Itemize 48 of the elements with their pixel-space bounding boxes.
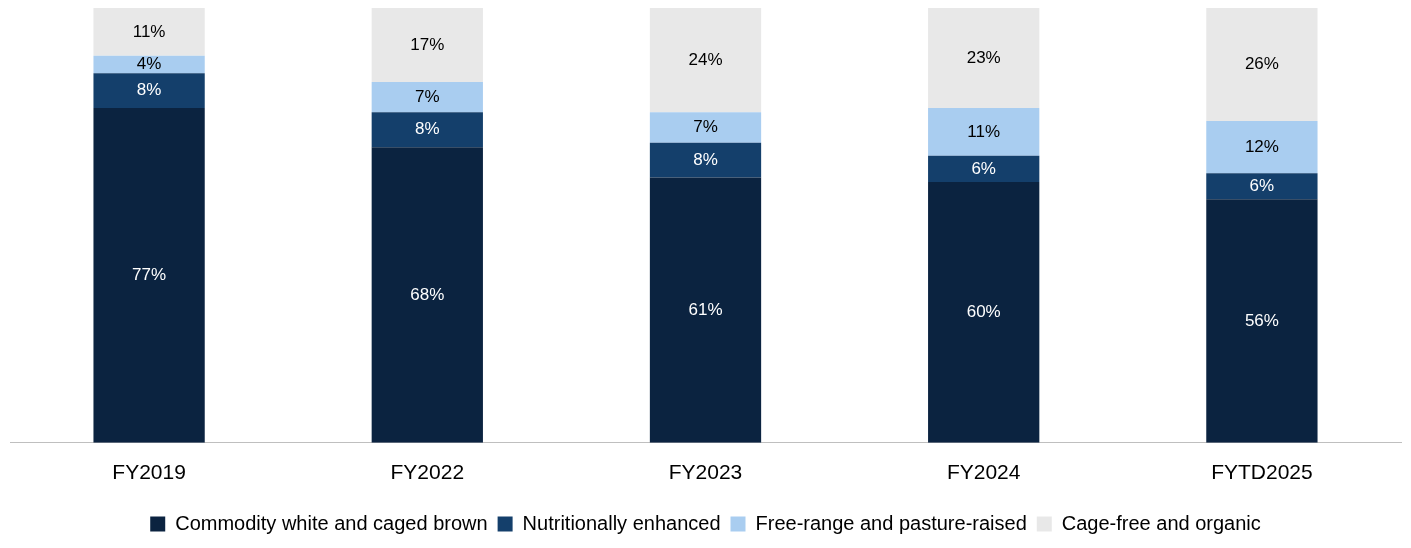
bar bbox=[93, 8, 205, 56]
data-label: 68% bbox=[410, 284, 445, 304]
data-label: 26% bbox=[1244, 54, 1279, 74]
legend-label: Cage-free and organic bbox=[1061, 511, 1261, 534]
x-tick-label: FY2024 bbox=[946, 460, 1021, 484]
data-label: 7% bbox=[693, 117, 718, 137]
bar bbox=[93, 108, 205, 443]
data-label: 77% bbox=[132, 265, 167, 285]
x-tick-label: FY2023 bbox=[668, 460, 743, 484]
legend-label: Free-range and pasture-raised bbox=[755, 511, 1027, 534]
legend-label: Commodity white and caged brown bbox=[175, 511, 488, 534]
data-label: 8% bbox=[693, 149, 718, 169]
bar bbox=[649, 142, 762, 178]
data-label: 12% bbox=[1244, 136, 1279, 156]
data-label: 61% bbox=[688, 299, 723, 319]
bar bbox=[649, 8, 762, 113]
data-label: 7% bbox=[415, 86, 440, 106]
legend-label: Nutritionally enhanced bbox=[522, 511, 721, 534]
data-label: 8% bbox=[415, 119, 440, 139]
bar bbox=[371, 147, 483, 443]
bar bbox=[1206, 121, 1318, 174]
bar bbox=[928, 108, 1040, 156]
data-label: 6% bbox=[971, 158, 996, 178]
bar bbox=[93, 73, 205, 108]
x-tick-label: FYTD2025 bbox=[1211, 460, 1313, 484]
x-tick-label: FY2019 bbox=[112, 460, 186, 484]
bar bbox=[1206, 8, 1318, 122]
bar bbox=[371, 112, 483, 148]
bar bbox=[928, 181, 1040, 443]
bar bbox=[1206, 199, 1318, 443]
data-label: 24% bbox=[688, 49, 723, 69]
data-label: 6% bbox=[1249, 175, 1275, 195]
data-label: 4% bbox=[136, 54, 162, 74]
bar bbox=[928, 8, 1040, 108]
bar bbox=[649, 112, 762, 143]
data-label: 8% bbox=[136, 80, 162, 100]
data-label: 56% bbox=[1244, 310, 1279, 330]
data-label: 11% bbox=[132, 21, 166, 41]
bar bbox=[371, 81, 483, 113]
data-label: 60% bbox=[966, 302, 1001, 322]
data-label: 17% bbox=[410, 34, 445, 54]
bar bbox=[928, 155, 1040, 182]
data-label: 23% bbox=[966, 47, 1001, 67]
bar bbox=[371, 8, 483, 82]
bar bbox=[1206, 173, 1318, 200]
x-tick-label: FY2022 bbox=[390, 460, 465, 484]
data-label: 11% bbox=[967, 121, 1001, 141]
bar bbox=[649, 177, 762, 443]
